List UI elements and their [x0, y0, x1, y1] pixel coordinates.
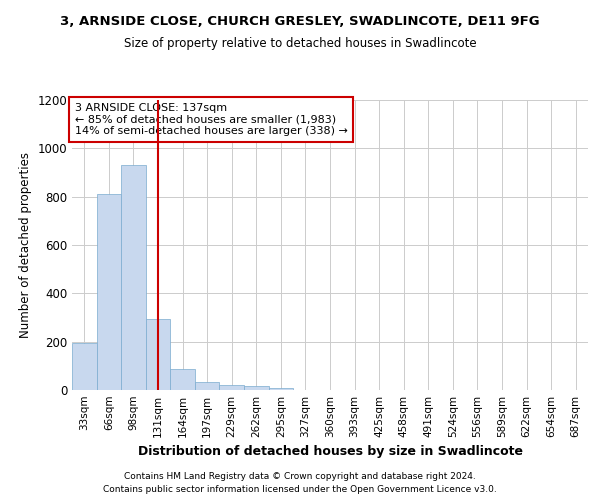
Bar [244, 386, 269, 390]
Bar [72, 343, 97, 390]
Bar [195, 382, 220, 390]
Text: Distribution of detached houses by size in Swadlincote: Distribution of detached houses by size … [137, 444, 523, 458]
Bar [97, 194, 121, 390]
Text: Contains public sector information licensed under the Open Government Licence v3: Contains public sector information licen… [103, 485, 497, 494]
Bar [121, 165, 146, 390]
Bar [170, 369, 195, 390]
Bar [220, 385, 244, 390]
Text: 3, ARNSIDE CLOSE, CHURCH GRESLEY, SWADLINCOTE, DE11 9FG: 3, ARNSIDE CLOSE, CHURCH GRESLEY, SWADLI… [60, 15, 540, 28]
Bar [146, 318, 170, 390]
Text: 3 ARNSIDE CLOSE: 137sqm
← 85% of detached houses are smaller (1,983)
14% of semi: 3 ARNSIDE CLOSE: 137sqm ← 85% of detache… [74, 103, 347, 136]
Bar [269, 388, 293, 390]
Y-axis label: Number of detached properties: Number of detached properties [19, 152, 32, 338]
Text: Contains HM Land Registry data © Crown copyright and database right 2024.: Contains HM Land Registry data © Crown c… [124, 472, 476, 481]
Text: Size of property relative to detached houses in Swadlincote: Size of property relative to detached ho… [124, 38, 476, 51]
